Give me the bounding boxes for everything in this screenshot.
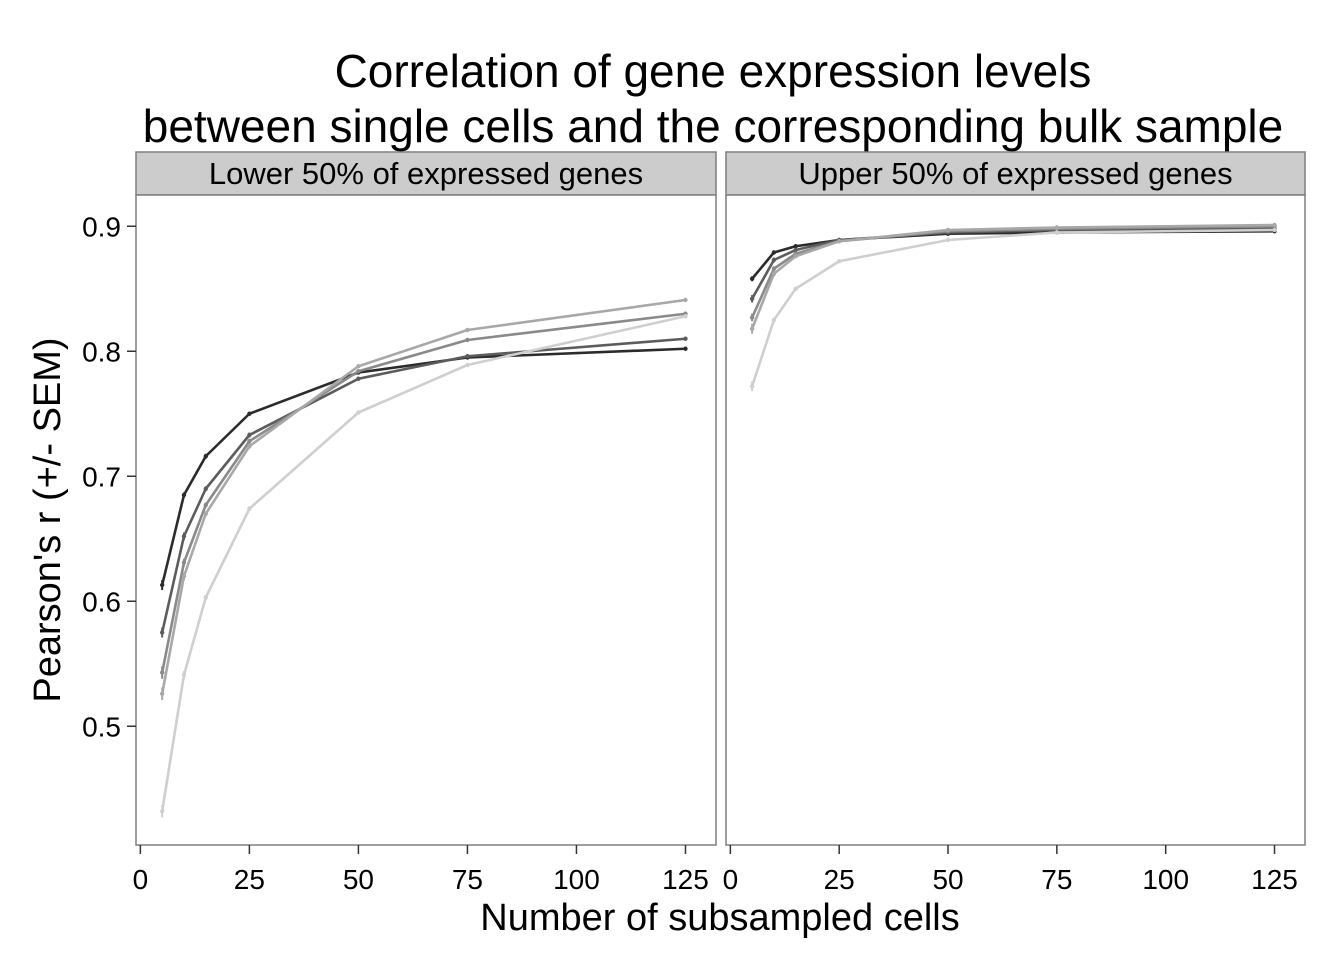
data-point bbox=[771, 257, 777, 263]
data-point bbox=[945, 237, 951, 243]
data-point bbox=[203, 595, 208, 600]
data-point bbox=[1272, 227, 1277, 233]
data-point bbox=[683, 336, 688, 341]
data-point bbox=[771, 317, 777, 323]
data-point bbox=[203, 454, 208, 459]
data-point bbox=[247, 506, 252, 511]
chart-title: Correlation of gene expression levels be… bbox=[143, 45, 1283, 152]
x-tick-label: 50 bbox=[932, 864, 963, 895]
data-point bbox=[465, 337, 470, 343]
x-tick-label: 100 bbox=[553, 864, 600, 895]
x-tick-label: 0 bbox=[133, 864, 149, 895]
data-point bbox=[203, 502, 208, 508]
data-point bbox=[793, 244, 798, 249]
data-point bbox=[181, 534, 187, 539]
data-point bbox=[356, 364, 361, 369]
data-point bbox=[1054, 230, 1060, 235]
data-point bbox=[159, 691, 165, 696]
data-point bbox=[203, 511, 208, 516]
data-point bbox=[203, 486, 208, 491]
chart-title-line-1: Correlation of gene expression levels bbox=[335, 45, 1092, 97]
data-point bbox=[771, 271, 777, 276]
data-point bbox=[159, 670, 165, 675]
data-point bbox=[749, 296, 755, 301]
data-point bbox=[356, 376, 361, 381]
data-point bbox=[181, 560, 187, 565]
plot-area bbox=[135, 194, 717, 846]
facet-strip-label: Upper 50% of expressed genes bbox=[798, 156, 1232, 191]
panel-2: Upper 50% of expressed genes 0 25 50 75 100 12… bbox=[723, 151, 1306, 895]
x-tick-label: 25 bbox=[824, 864, 855, 895]
data-point bbox=[749, 326, 755, 331]
data-point bbox=[945, 227, 951, 233]
data-point bbox=[793, 286, 798, 291]
x-tick-label: 100 bbox=[1142, 864, 1189, 895]
data-point bbox=[793, 247, 798, 253]
data-point bbox=[159, 630, 165, 635]
data-point bbox=[465, 354, 470, 359]
data-point bbox=[247, 439, 252, 444]
y-axis: 0.5 0.6 0.7 0.8 0.9 bbox=[82, 211, 136, 742]
x-tick-label: 125 bbox=[1251, 864, 1298, 895]
data-point bbox=[181, 492, 187, 498]
data-point bbox=[181, 574, 187, 579]
y-tick-label: 0.9 bbox=[82, 211, 121, 242]
facet-strip-label: Lower 50% of expressed genes bbox=[209, 156, 643, 191]
data-point bbox=[159, 809, 165, 814]
y-tick-label: 0.5 bbox=[82, 711, 121, 742]
data-point bbox=[683, 314, 688, 319]
data-point bbox=[1272, 222, 1277, 228]
y-tick-label: 0.6 bbox=[82, 586, 121, 617]
data-point bbox=[836, 259, 842, 264]
x-tick-label: 75 bbox=[452, 864, 483, 895]
data-point bbox=[356, 369, 361, 374]
x-axis-title: Number of subsampled cells bbox=[480, 897, 959, 939]
x-tick-label: 25 bbox=[234, 864, 265, 895]
y-tick-label: 0.8 bbox=[82, 336, 121, 367]
data-point bbox=[247, 411, 252, 416]
y-axis-title: Pearson's r (+/- SEM) bbox=[27, 337, 69, 702]
data-point bbox=[749, 276, 755, 281]
panel-1: Lower 50% of expressed genes 0 25 50 75 100 12… bbox=[133, 151, 717, 895]
data-point bbox=[465, 362, 470, 368]
x-tick-label: 125 bbox=[662, 864, 709, 895]
data-point bbox=[771, 250, 777, 255]
facet-strip bbox=[725, 151, 1306, 196]
data-point bbox=[749, 315, 755, 320]
data-point bbox=[181, 672, 187, 678]
data-point bbox=[465, 327, 470, 333]
data-point bbox=[356, 410, 361, 415]
data-point bbox=[793, 254, 798, 259]
x-tick-label: 50 bbox=[343, 864, 374, 895]
facet-strip bbox=[135, 151, 717, 196]
chart-title-line-2: between single cells and the correspondi… bbox=[143, 100, 1283, 152]
data-point bbox=[683, 346, 688, 351]
panels: Lower 50% of expressed genes 0 25 50 75 100 12… bbox=[133, 151, 1306, 895]
data-point bbox=[683, 297, 688, 303]
data-point bbox=[247, 432, 252, 438]
data-point bbox=[749, 384, 755, 389]
data-point bbox=[771, 266, 777, 271]
data-point bbox=[836, 239, 842, 244]
plot-area bbox=[725, 194, 1306, 846]
data-point bbox=[247, 444, 252, 449]
data-point bbox=[1054, 225, 1060, 230]
data-point bbox=[159, 582, 165, 588]
y-tick-label: 0.7 bbox=[82, 461, 121, 492]
x-tick-label: 75 bbox=[1041, 864, 1072, 895]
x-tick-label: 0 bbox=[723, 864, 739, 895]
